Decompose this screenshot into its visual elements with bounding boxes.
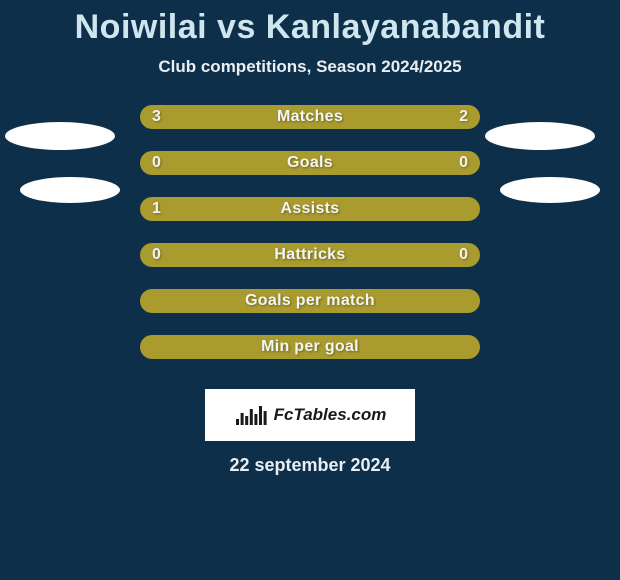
stat-value-left: 3: [152, 108, 161, 126]
stat-bar: Matches3 2: [140, 105, 480, 129]
stat-row: Hattricks0 0: [0, 243, 620, 289]
bar-chart-icon: [234, 403, 268, 427]
stat-value-right: 2: [459, 108, 468, 126]
decor-ellipse: [5, 122, 115, 150]
decor-ellipse: [20, 177, 120, 203]
stat-label: Assists: [140, 200, 480, 218]
stat-value-left: 1: [152, 200, 161, 218]
stat-label: Matches: [140, 108, 480, 126]
stat-label: Goals per match: [140, 292, 480, 310]
stat-bar: Min per goal: [140, 335, 480, 359]
stat-row: Goals per match: [0, 289, 620, 335]
decor-ellipse: [500, 177, 600, 203]
stat-bar: Hattricks0 0: [140, 243, 480, 267]
comparison-title: Noiwilai vs Kanlayanabandit: [0, 0, 620, 47]
decor-ellipse: [485, 122, 595, 150]
stat-row: Min per goal: [0, 335, 620, 381]
stat-value-right: 0: [459, 154, 468, 172]
stat-row: Assists1: [0, 197, 620, 243]
stat-value-left: 0: [152, 246, 161, 264]
stat-label: Goals: [140, 154, 480, 172]
comparison-subtitle: Club competitions, Season 2024/2025: [0, 57, 620, 77]
snapshot-date: 22 september 2024: [0, 455, 620, 476]
stat-bar: Goals per match: [140, 289, 480, 313]
stat-value-left: 0: [152, 154, 161, 172]
stat-label: Min per goal: [140, 338, 480, 356]
stat-label: Hattricks: [140, 246, 480, 264]
stat-bar: Goals0 0: [140, 151, 480, 175]
stat-bar: Assists1: [140, 197, 480, 221]
brand-text: FcTables.com: [274, 405, 387, 425]
stat-value-right: 0: [459, 246, 468, 264]
brand-badge: FcTables.com: [205, 389, 415, 441]
